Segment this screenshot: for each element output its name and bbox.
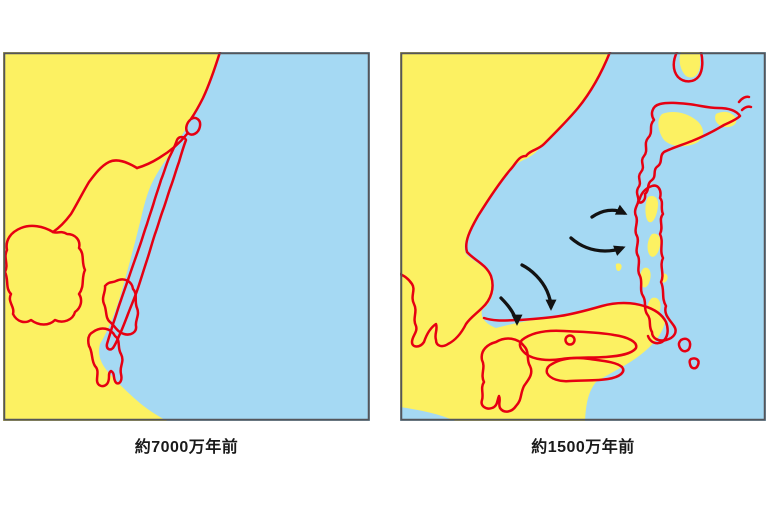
kyushu-outline bbox=[480, 337, 533, 413]
izu-island-outline-1 bbox=[677, 337, 692, 353]
map-15-million-years-ago bbox=[400, 52, 766, 421]
geologic-outlines-right bbox=[400, 52, 753, 413]
hokkaido-outline bbox=[635, 101, 742, 204]
inner-arc-line bbox=[135, 132, 189, 170]
tohoku-arc-outline bbox=[633, 184, 677, 342]
landmass-right bbox=[400, 52, 737, 421]
arrow-east-upper bbox=[590, 204, 628, 219]
rotation-arrows bbox=[499, 204, 628, 326]
forearc-block-upper bbox=[101, 278, 140, 336]
caption-70-million-years: 約7000万年前 bbox=[134, 439, 239, 456]
tohoku-land-patch-3 bbox=[640, 267, 651, 288]
arrow-east-lower bbox=[569, 236, 626, 256]
hokkaido-east-land-patch bbox=[715, 111, 737, 128]
landmass-left bbox=[3, 52, 220, 421]
arrow-south-left bbox=[499, 296, 523, 326]
geologic-outlines-left bbox=[3, 52, 222, 388]
sakhalin-outline bbox=[672, 52, 704, 83]
coastline-outline bbox=[185, 52, 222, 136]
map-frame-right bbox=[400, 52, 766, 421]
inland-terrane-loop bbox=[3, 224, 87, 326]
sakhalin-land-patch bbox=[679, 52, 700, 78]
islet-land-dot bbox=[615, 263, 622, 272]
arrow-south-right bbox=[520, 263, 557, 311]
continental-coast-and-korean-peninsula bbox=[400, 52, 612, 348]
tohoku-land-patch-2 bbox=[647, 233, 661, 257]
kuril-tick-2 bbox=[740, 105, 753, 112]
caption-15-million-years: 約1500万年前 bbox=[531, 439, 635, 456]
shikoku-zone-outline bbox=[545, 356, 625, 383]
proto-northeast-japan-band bbox=[105, 135, 188, 351]
forearc-block-lower bbox=[86, 327, 124, 388]
kuril-tick-1 bbox=[737, 95, 751, 104]
lake-biwa-ring bbox=[564, 334, 576, 346]
asian-continent bbox=[3, 52, 220, 421]
hokkaido-land-patch bbox=[658, 112, 704, 147]
inland-branch-line bbox=[51, 159, 139, 234]
asian-continent-and-southwest-japan bbox=[400, 52, 665, 421]
map-frame-left bbox=[3, 52, 370, 421]
map-70-million-years-ago bbox=[3, 52, 370, 421]
izu-island-outline-2 bbox=[688, 357, 700, 370]
tohoku-land-patch-1 bbox=[645, 196, 659, 223]
